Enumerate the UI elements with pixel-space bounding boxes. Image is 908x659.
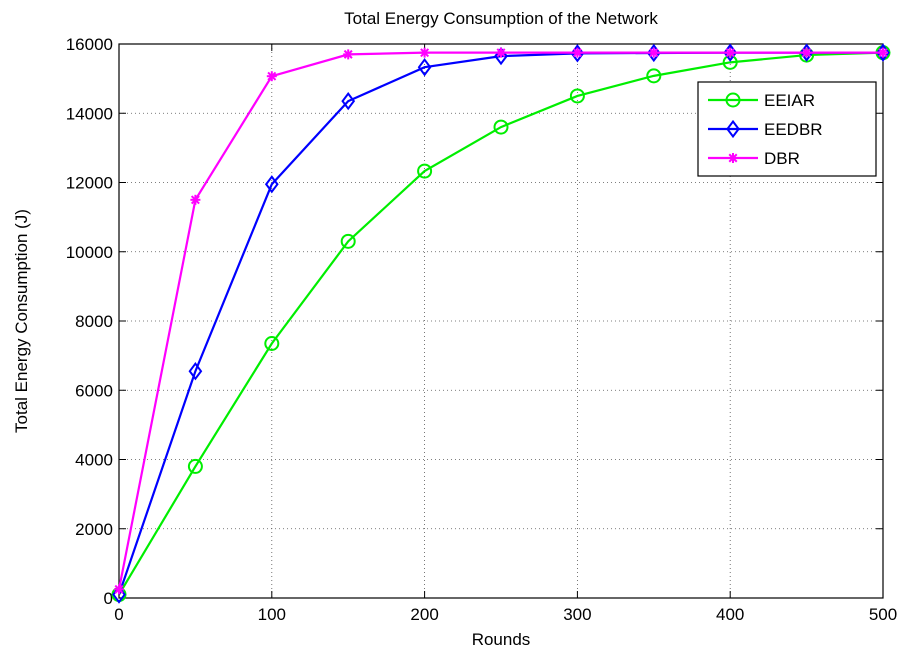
- legend-label-eedbr: EEDBR: [764, 120, 823, 139]
- chart-title: Total Energy Consumption of the Network: [344, 9, 658, 28]
- data-point-dbr: [114, 584, 124, 595]
- star-stroke: [802, 48, 812, 58]
- data-point-eedbr: [646, 43, 661, 63]
- data-point-dbr: [878, 47, 888, 58]
- series-line-eeiar: [118, 51, 884, 596]
- data-point-dbr: [343, 49, 354, 60]
- data-point-dbr: [572, 47, 583, 58]
- legend-label-dbr: DBR: [764, 149, 800, 168]
- data-point-dbr: [496, 47, 506, 58]
- data-point-dbr: [190, 194, 201, 205]
- x-tick-label: 400: [716, 605, 744, 624]
- data-point-dbr: [801, 47, 812, 58]
- data-point-eedbr: [264, 175, 279, 194]
- x-axis-title: Rounds: [472, 630, 531, 649]
- data-point-eedbr: [341, 91, 356, 111]
- data-point-eeiar: [187, 458, 203, 474]
- y-tick-label: 4000: [75, 451, 113, 470]
- data-point-eeiar: [417, 163, 433, 179]
- data-point-dbr: [648, 47, 659, 58]
- x-tick-label: 200: [410, 605, 438, 624]
- y-axis-title: Total Energy Consumption (J): [12, 209, 31, 433]
- y-tick-label: 0: [104, 589, 113, 608]
- data-point-eeiar: [569, 88, 585, 104]
- star-stroke: [496, 48, 506, 58]
- star-stroke: [114, 584, 124, 594]
- legend-marker-eeiar: [725, 92, 741, 108]
- data-point-dbr: [419, 47, 430, 58]
- star-stroke: [725, 48, 735, 58]
- data-point-eedbr: [417, 58, 432, 77]
- y-tick-label: 12000: [66, 174, 113, 193]
- data-point-eeiar: [493, 119, 509, 135]
- y-tick-label: 2000: [75, 520, 113, 539]
- star-stroke: [343, 49, 353, 59]
- star-stroke: [572, 48, 582, 58]
- legend-marker-dbr: [728, 153, 738, 163]
- y-tick-label: 14000: [66, 104, 113, 123]
- star-stroke: [649, 48, 659, 58]
- star-stroke: [728, 153, 738, 163]
- y-tick-label: 16000: [66, 35, 113, 54]
- series-lines: [111, 43, 891, 604]
- x-tick-label: 0: [114, 605, 123, 624]
- star-stroke: [878, 48, 888, 58]
- data-point-eeiar: [264, 336, 280, 352]
- data-point-eedbr: [188, 362, 203, 381]
- legend-label-eeiar: EEIAR: [764, 91, 815, 110]
- data-point-eedbr: [570, 44, 585, 63]
- data-point-dbr: [266, 71, 277, 82]
- star-stroke: [190, 195, 200, 205]
- x-tick-label: 500: [869, 605, 897, 624]
- y-tick-label: 8000: [75, 312, 113, 331]
- x-tick-label: 300: [563, 605, 591, 624]
- y-tick-label: 6000: [75, 381, 113, 400]
- data-point-eeiar: [646, 68, 662, 84]
- x-tick-label: 100: [258, 605, 286, 624]
- data-point-eeiar: [340, 233, 356, 249]
- legend: EEIAR EEDBR DBR: [697, 81, 877, 177]
- star-stroke: [267, 71, 277, 81]
- legend-marker-eedbr: [726, 119, 740, 139]
- star-stroke: [420, 48, 430, 58]
- data-point-dbr: [725, 47, 736, 58]
- y-tick-label: 10000: [66, 243, 113, 262]
